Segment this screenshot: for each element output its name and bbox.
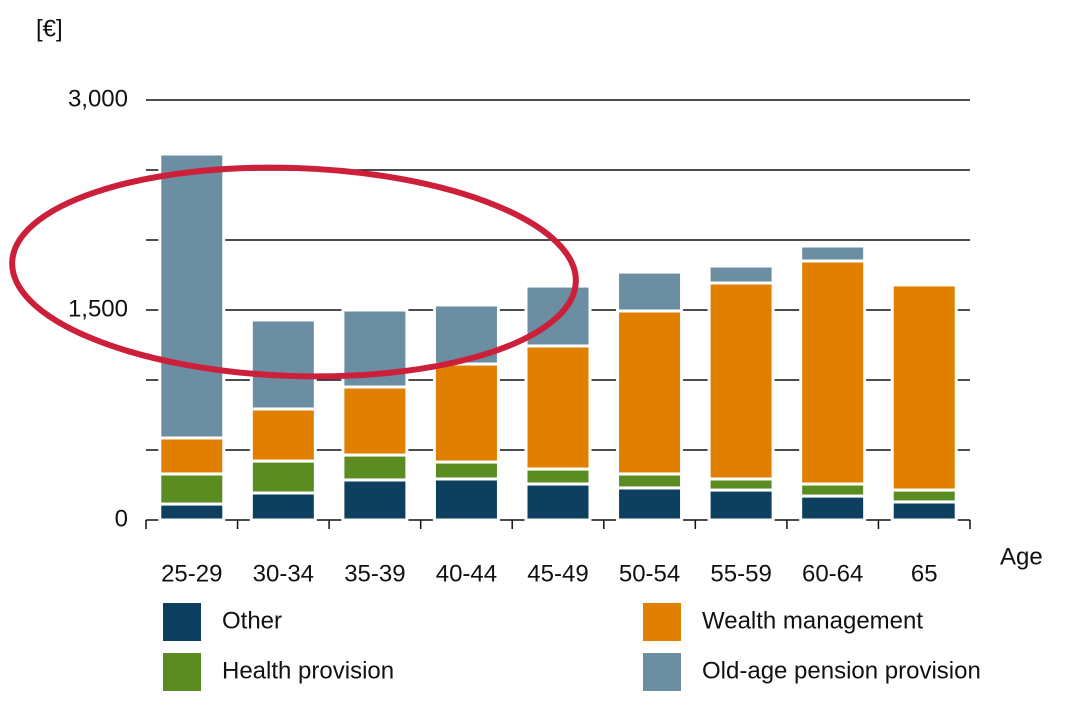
bar-segment bbox=[249, 318, 317, 411]
bar-segment bbox=[158, 152, 226, 440]
legend-swatch bbox=[643, 653, 681, 691]
bar-segment bbox=[524, 467, 592, 486]
bar-segment bbox=[707, 477, 775, 492]
legend-label: Wealth management bbox=[702, 607, 923, 634]
legend-swatch bbox=[163, 653, 201, 691]
x-tick-label: 50-54 bbox=[619, 560, 680, 587]
bar-segment bbox=[616, 472, 684, 490]
y-tick-label: 1,500 bbox=[68, 295, 128, 322]
bar-segment bbox=[249, 491, 317, 522]
x-axis-label: Age bbox=[1000, 543, 1043, 570]
bar-segment bbox=[799, 259, 867, 486]
bar-segment bbox=[890, 283, 958, 492]
bar-segment bbox=[432, 477, 500, 522]
x-tick-label: 65 bbox=[911, 560, 938, 587]
x-tick-label: 30-34 bbox=[253, 560, 314, 587]
bar-segment bbox=[707, 264, 775, 285]
y-axis-label: [€] bbox=[36, 15, 63, 42]
bar-segment bbox=[432, 362, 500, 464]
bar-segment bbox=[616, 270, 684, 313]
highlight-ellipse bbox=[9, 164, 579, 380]
bar-segment bbox=[158, 436, 226, 476]
bar-segment bbox=[890, 488, 958, 504]
x-tick-label: 25-29 bbox=[161, 560, 222, 587]
bar-segment bbox=[158, 472, 226, 506]
x-tick-label: 55-59 bbox=[710, 560, 771, 587]
bar-segment bbox=[524, 344, 592, 471]
bar-segment bbox=[799, 494, 867, 522]
x-tick-label: 60-64 bbox=[802, 560, 863, 587]
bar-segment bbox=[341, 453, 409, 482]
bar-segment bbox=[524, 482, 592, 522]
bar-segment bbox=[249, 459, 317, 495]
bar-segment bbox=[707, 281, 775, 481]
bar-segment bbox=[707, 488, 775, 522]
x-tick-label: 40-44 bbox=[436, 560, 497, 587]
bar-segment bbox=[890, 500, 958, 522]
bar-segment bbox=[616, 309, 684, 476]
legend-label: Other bbox=[222, 607, 282, 634]
x-tick-label: 35-39 bbox=[344, 560, 405, 587]
bar-segment bbox=[341, 478, 409, 522]
bar-segment bbox=[341, 385, 409, 457]
bar-segment bbox=[799, 244, 867, 263]
bar-segment bbox=[249, 407, 317, 463]
legend-label: Health provision bbox=[222, 657, 394, 684]
y-tick-label: 3,000 bbox=[68, 85, 128, 112]
bar-segment bbox=[799, 482, 867, 498]
bar-segment bbox=[616, 486, 684, 522]
y-tick-label: 0 bbox=[115, 505, 128, 532]
legend-swatch bbox=[643, 603, 681, 641]
legend-swatch bbox=[163, 603, 201, 641]
bar-segment bbox=[158, 502, 226, 522]
legend-label: Old-age pension provision bbox=[702, 657, 981, 684]
bar-segment bbox=[432, 460, 500, 481]
x-tick-label: 45-49 bbox=[527, 560, 588, 587]
